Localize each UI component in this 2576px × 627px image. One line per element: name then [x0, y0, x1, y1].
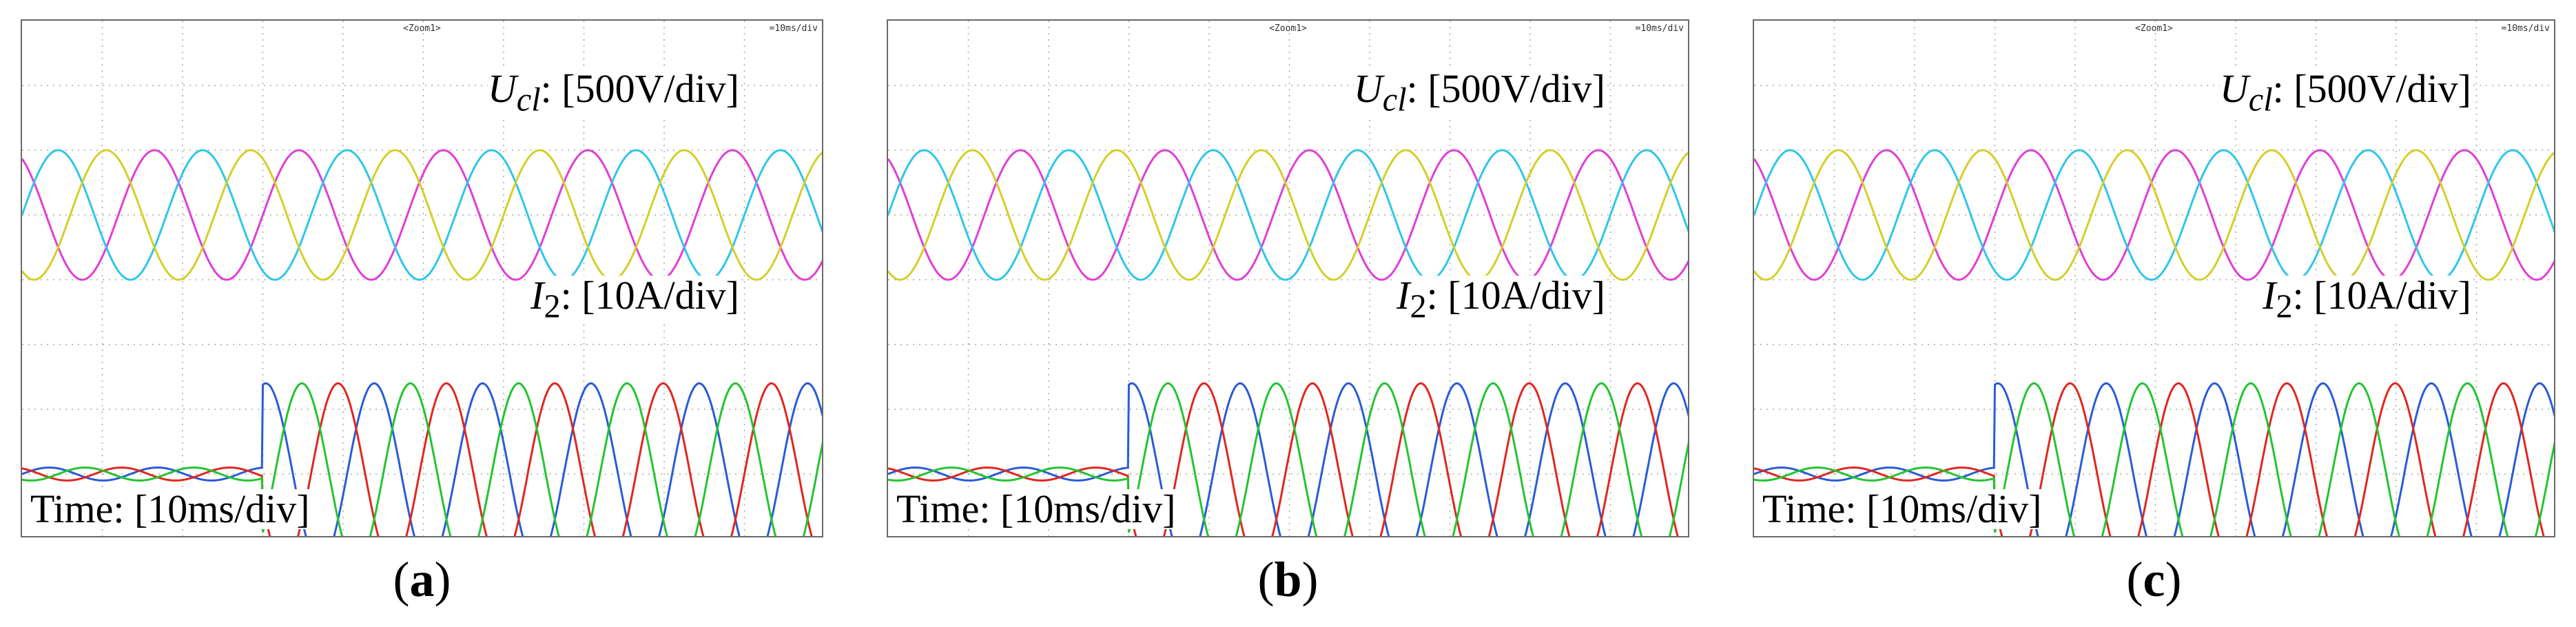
oscilloscope-screen: <Zoom1> =10ms/div Ucl: [500V/div] I2: [1…	[887, 19, 1689, 537]
timebase-readout: =10ms/div	[1635, 23, 1684, 34]
voltage-scale: : [500V/div]	[2272, 66, 2471, 111]
series-line-i2-phase-b	[22, 382, 813, 536]
voltage-scale: : [500V/div]	[1406, 66, 1605, 111]
current-scale: : [10A/div]	[1426, 273, 1605, 318]
current-sub: 2	[544, 288, 561, 325]
series-line-i2-phase-a	[888, 382, 1688, 536]
time-scale-label: Time: [10ms/div]	[896, 486, 1176, 531]
series-line-u-cl-phase-a	[22, 149, 822, 281]
series-line-u-cl-phase-c	[22, 149, 822, 281]
series-line-i2-phase-b	[1754, 382, 2545, 536]
caption-c: (c)	[2126, 552, 2182, 607]
current-scale: : [10A/div]	[560, 273, 739, 318]
current-var: I	[2263, 273, 2276, 318]
voltage-scale-label: Ucl: [500V/div]	[1353, 66, 1605, 119]
zoom-label: <Zoom1>	[403, 23, 441, 34]
series-line-i2-phase-a	[22, 382, 822, 536]
voltage-var: U	[1353, 66, 1383, 111]
series-line-i2-phase-c	[888, 382, 1688, 536]
current-sub: 2	[2276, 288, 2293, 325]
waveform-plot	[1754, 21, 2554, 536]
series-line-u-cl-phase-b	[22, 149, 822, 281]
timebase-readout: =10ms/div	[769, 23, 818, 34]
current-sub: 2	[1410, 288, 1427, 325]
waveform-plot	[22, 21, 822, 536]
scope-panel-b: <Zoom1> =10ms/div Ucl: [500V/div] I2: [1…	[887, 19, 1689, 537]
series-line-i2-phase-b	[888, 382, 1679, 536]
series-line-i2-phase-c	[1754, 382, 2554, 536]
caption-a: (a)	[393, 552, 451, 607]
voltage-scale: : [500V/div]	[540, 66, 739, 111]
series-line-i2-phase-c	[22, 382, 822, 536]
current-scale-label: I2: [10A/div]	[1397, 276, 1605, 324]
current-var: I	[1397, 273, 1410, 318]
caption-b: (b)	[1257, 552, 1319, 607]
series-line-u-cl-phase-b	[1754, 149, 2554, 281]
timebase-readout: =10ms/div	[2501, 23, 2550, 34]
voltage-scale-label: Ucl: [500V/div]	[2219, 66, 2471, 119]
series-line-u-cl-phase-c	[888, 149, 1688, 281]
waveform-plot	[888, 21, 1688, 536]
time-scale-label: Time: [10ms/div]	[1762, 486, 2042, 531]
scope-panel-a: <Zoom1> =10ms/div Ucl: [500V/div] I2: [1…	[21, 19, 823, 537]
current-scale: : [10A/div]	[2292, 273, 2471, 318]
voltage-sub: cl	[2248, 81, 2273, 119]
voltage-sub: cl	[1382, 81, 1407, 119]
zoom-label: <Zoom1>	[1269, 23, 1307, 34]
series-line-u-cl-phase-c	[1754, 149, 2554, 281]
time-scale-label: Time: [10ms/div]	[30, 486, 310, 531]
scope-panel-c: <Zoom1> =10ms/div Ucl: [500V/div] I2: [1…	[1753, 19, 2555, 537]
voltage-var: U	[487, 66, 517, 111]
current-scale-label: I2: [10A/div]	[2263, 276, 2471, 324]
caption-letter: b	[1274, 552, 1302, 607]
series-line-u-cl-phase-b	[888, 149, 1688, 281]
series-line-u-cl-phase-a	[888, 149, 1688, 281]
series-line-u-cl-phase-a	[1754, 149, 2554, 281]
current-var: I	[530, 273, 544, 318]
voltage-var: U	[2219, 66, 2249, 111]
oscilloscope-screen: <Zoom1> =10ms/div Ucl: [500V/div] I2: [1…	[21, 19, 823, 537]
zoom-label: <Zoom1>	[2135, 23, 2173, 34]
voltage-sub: cl	[516, 81, 541, 119]
series-line-i2-phase-a	[1754, 382, 2554, 536]
caption-letter: c	[2143, 552, 2165, 607]
current-scale-label: I2: [10A/div]	[530, 276, 739, 324]
voltage-scale-label: Ucl: [500V/div]	[487, 66, 739, 119]
caption-letter: a	[409, 552, 435, 607]
oscilloscope-screen: <Zoom1> =10ms/div Ucl: [500V/div] I2: [1…	[1753, 19, 2555, 537]
